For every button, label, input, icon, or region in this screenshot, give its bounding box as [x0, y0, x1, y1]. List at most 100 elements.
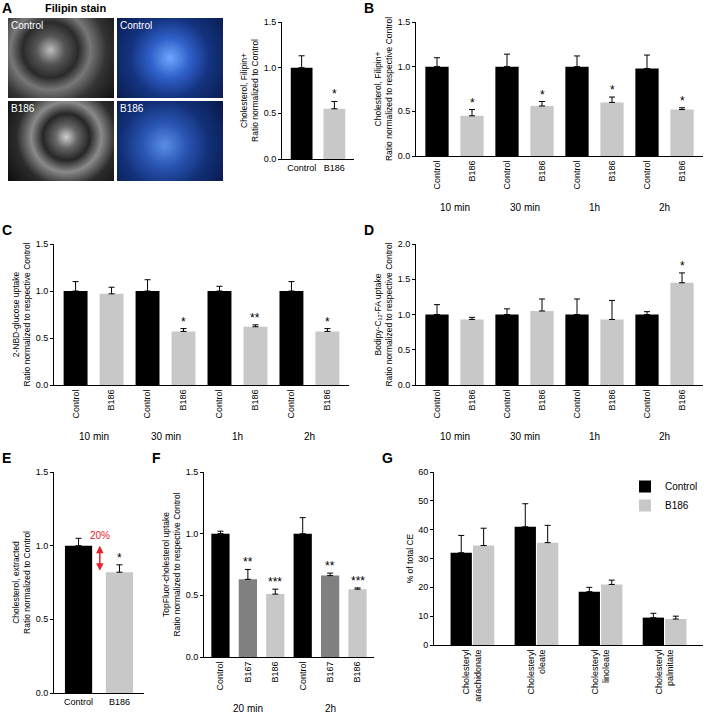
- svg-text:0.0: 0.0: [398, 380, 411, 390]
- svg-text:0.0: 0.0: [36, 380, 49, 390]
- svg-text:Control: Control: [432, 390, 442, 419]
- svg-text:2h: 2h: [659, 202, 670, 213]
- svg-text:1.0: 1.0: [186, 529, 199, 539]
- svg-text:B186: B186: [270, 662, 280, 683]
- svg-text:50: 50: [418, 496, 428, 506]
- svg-text:Control: Control: [642, 161, 652, 190]
- svg-text:% of total CE: % of total CE: [405, 533, 415, 583]
- svg-text:1h: 1h: [589, 202, 600, 213]
- svg-text:B186: B186: [537, 390, 547, 411]
- svg-text:B186: B186: [537, 161, 547, 182]
- svg-text:**: **: [243, 555, 253, 569]
- svg-text:*: *: [680, 94, 685, 108]
- svg-text:0.5: 0.5: [36, 333, 49, 343]
- svg-text:1.5: 1.5: [36, 239, 49, 249]
- svg-text:Bodipy-C₁₂-FA uptakeRatio norm: Bodipy-C₁₂-FA uptakeRatio normalized to …: [373, 242, 394, 386]
- svg-text:2.0: 2.0: [398, 239, 411, 249]
- svg-text:30 min: 30 min: [151, 431, 181, 442]
- svg-text:Control: Control: [142, 390, 152, 419]
- svg-text:B186: B186: [178, 390, 188, 411]
- svg-text:1h: 1h: [589, 431, 600, 442]
- svg-text:Control: Control: [642, 390, 652, 419]
- svg-text:Control: Control: [64, 697, 93, 707]
- svg-text:10 min: 10 min: [440, 202, 470, 213]
- svg-text:Cholesterol, Filipin+Ratio nor: Cholesterol, Filipin+Ratio normalized to…: [239, 39, 260, 142]
- svg-text:30 min: 30 min: [510, 202, 540, 213]
- svg-text:2h: 2h: [325, 703, 336, 714]
- svg-text:10 min: 10 min: [79, 431, 109, 442]
- svg-text:Cholesteryloleate: Cholesteryloleate: [526, 650, 548, 695]
- svg-text:*: *: [332, 87, 337, 101]
- svg-text:10 min: 10 min: [440, 431, 470, 442]
- svg-text:0: 0: [423, 640, 428, 650]
- svg-text:*: *: [117, 551, 122, 565]
- svg-text:60: 60: [418, 467, 428, 477]
- svg-text:1.0: 1.0: [398, 62, 411, 72]
- svg-text:B186: B186: [607, 390, 617, 411]
- svg-text:*: *: [181, 315, 186, 329]
- svg-text:0.5: 0.5: [398, 345, 411, 355]
- svg-text:B186: B186: [352, 662, 362, 683]
- svg-text:10: 10: [418, 611, 428, 621]
- svg-text:**: **: [325, 559, 335, 573]
- svg-text:0.5: 0.5: [186, 590, 199, 600]
- svg-text:1.0: 1.0: [398, 310, 411, 320]
- svg-text:30: 30: [418, 554, 428, 564]
- svg-text:**: **: [250, 311, 260, 325]
- svg-text:1.0: 1.0: [264, 63, 277, 73]
- svg-text:0.0: 0.0: [398, 151, 411, 161]
- svg-text:***: ***: [268, 575, 282, 589]
- svg-text:B186: B186: [106, 390, 116, 411]
- svg-text:B186: B186: [607, 161, 617, 182]
- svg-text:1.0: 1.0: [36, 286, 49, 296]
- svg-text:***: ***: [351, 574, 365, 588]
- svg-text:0.5: 0.5: [398, 106, 411, 116]
- svg-text:B186: B186: [324, 163, 345, 173]
- svg-text:Cholesterol, Filipin+Ratio nor: Cholesterol, Filipin+Ratio normalized to…: [373, 17, 394, 161]
- svg-text:*: *: [540, 88, 545, 102]
- svg-text:B186: B186: [677, 390, 687, 411]
- svg-text:*: *: [680, 259, 685, 273]
- svg-text:20%: 20%: [90, 530, 110, 541]
- svg-text:1.5: 1.5: [398, 274, 411, 284]
- svg-text:Control: Control: [665, 481, 697, 492]
- svg-text:1.5: 1.5: [264, 17, 277, 27]
- svg-text:Control: Control: [215, 662, 225, 691]
- svg-text:B167: B167: [243, 662, 253, 683]
- svg-text:Control: Control: [432, 161, 442, 190]
- svg-text:2h: 2h: [304, 431, 315, 442]
- svg-text:20 min: 20 min: [233, 703, 263, 714]
- svg-text:B167: B167: [325, 662, 335, 683]
- svg-text:30 min: 30 min: [510, 431, 540, 442]
- svg-text:Control: Control: [572, 390, 582, 419]
- svg-text:0.5: 0.5: [36, 614, 49, 624]
- svg-text:Control: Control: [71, 390, 81, 419]
- svg-text:Control: Control: [286, 390, 296, 419]
- svg-text:*: *: [470, 96, 475, 110]
- svg-text:*: *: [325, 315, 330, 329]
- svg-text:1.5: 1.5: [398, 17, 411, 27]
- svg-text:0.0: 0.0: [186, 652, 199, 662]
- svg-text:Cholesterylarachidonate: Cholesterylarachidonate: [462, 650, 484, 702]
- svg-text:B186: B186: [467, 161, 477, 182]
- svg-text:2-NBD-glucose uptakeRatio norm: 2-NBD-glucose uptakeRatio normalized to …: [11, 242, 32, 386]
- svg-text:Cholesteryllinoleate: Cholesteryllinoleate: [590, 650, 612, 695]
- svg-text:40: 40: [418, 525, 428, 535]
- svg-text:Control: Control: [572, 161, 582, 190]
- svg-text:Control: Control: [287, 163, 316, 173]
- svg-text:1.5: 1.5: [186, 467, 199, 477]
- svg-text:1h: 1h: [232, 431, 243, 442]
- svg-text:B186: B186: [467, 390, 477, 411]
- svg-text:B186: B186: [665, 500, 689, 511]
- svg-text:Control: Control: [298, 662, 308, 691]
- svg-text:Control: Control: [214, 390, 224, 419]
- svg-text:2h: 2h: [659, 431, 670, 442]
- svg-text:Control: Control: [502, 161, 512, 190]
- svg-text:B186: B186: [109, 697, 130, 707]
- svg-text:0.0: 0.0: [264, 154, 277, 164]
- svg-text:*: *: [610, 83, 615, 97]
- svg-text:B186: B186: [677, 161, 687, 182]
- svg-text:1.5: 1.5: [36, 467, 49, 477]
- svg-text:1.0: 1.0: [36, 541, 49, 551]
- svg-text:Cholesterylpalmitate: Cholesterylpalmitate: [654, 650, 676, 695]
